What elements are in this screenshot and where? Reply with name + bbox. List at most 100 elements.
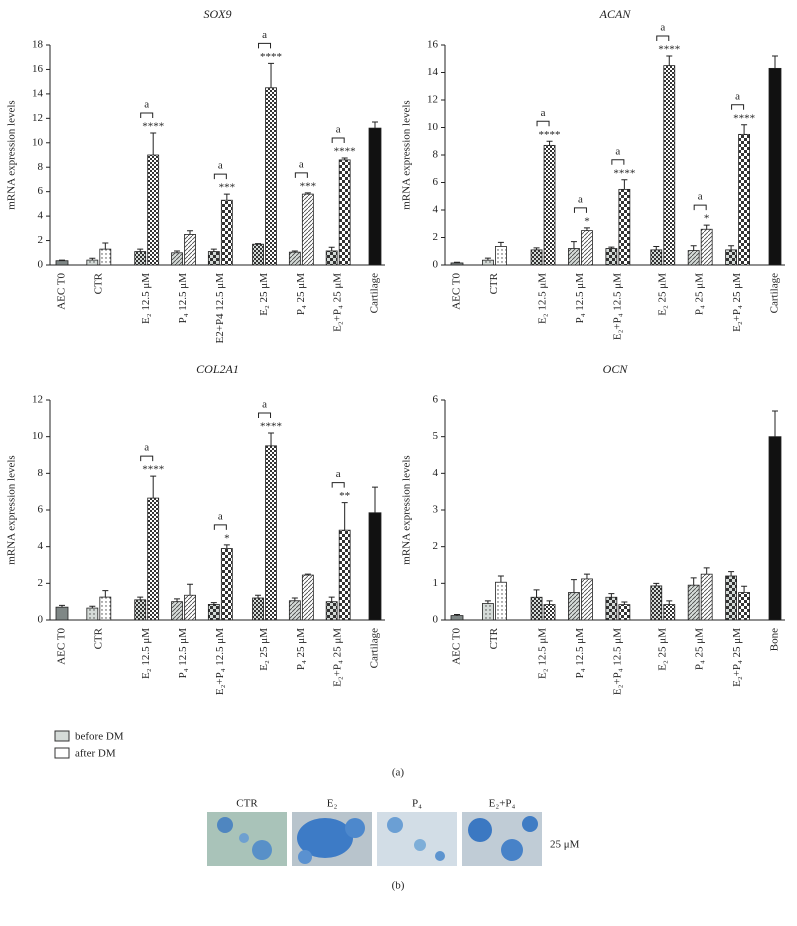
bar — [581, 578, 593, 621]
x-tick-label: E₂ 12.5 μM — [537, 273, 549, 324]
y-tick-label: 4 — [38, 210, 44, 222]
significance: **** — [260, 421, 282, 433]
error-bar — [608, 593, 615, 598]
bar — [147, 497, 160, 621]
x-tick-label: Cartilage — [769, 273, 781, 313]
bracket — [213, 524, 227, 530]
error-bar — [150, 132, 157, 155]
bracket — [536, 120, 550, 127]
bar — [134, 599, 147, 621]
y-tick-label: 14 — [427, 66, 439, 78]
error-bar — [703, 224, 710, 230]
error-bar — [268, 62, 275, 88]
x-tick-label: E₂ 25 μM — [258, 273, 270, 316]
bar — [99, 596, 112, 621]
x-tick-label: E₂+P₄ 25 μM — [332, 273, 344, 332]
error-bar — [728, 571, 735, 576]
bracket — [258, 42, 272, 49]
stain — [298, 850, 312, 864]
bar — [618, 604, 631, 621]
panel-label: (b) — [392, 880, 405, 892]
y-tick-label: 8 — [433, 149, 439, 161]
bar — [700, 228, 713, 266]
error-bar — [728, 245, 735, 250]
y-tick-label: 14 — [32, 87, 44, 99]
error-bar — [666, 600, 673, 605]
error-bar — [497, 241, 504, 247]
x-tick-label: E₂+P₄ 12.5 μM — [611, 628, 623, 695]
y-tick-label: 4 — [433, 204, 439, 216]
bar — [368, 127, 382, 266]
bar — [301, 193, 314, 266]
x-tick-label: E₂+P₄ 12.5 μM — [611, 273, 623, 340]
y-tick-label: 12 — [32, 112, 43, 124]
error-bar — [497, 575, 504, 583]
error-bar — [484, 257, 491, 261]
x-tick-label: P₄ 25 μM — [295, 628, 307, 670]
x-tick-label: E₂ 12.5 μM — [140, 628, 152, 679]
bracket-label: a — [262, 29, 267, 41]
bar — [605, 248, 618, 266]
bracket — [656, 35, 670, 41]
y-tick-label: 12 — [32, 394, 43, 406]
bar — [543, 604, 556, 621]
error-bar — [137, 596, 144, 600]
y-tick-label: 4 — [433, 467, 439, 479]
stain — [435, 851, 445, 861]
x-tick-label: E₂ 25 μM — [656, 628, 668, 671]
x-tick-label: CTR — [92, 627, 104, 649]
bracket-label: a — [336, 468, 341, 480]
bar — [618, 188, 631, 266]
error-bar — [210, 602, 217, 605]
bar — [207, 604, 220, 621]
bar — [252, 597, 264, 621]
bracket-label: a — [660, 22, 665, 34]
bar — [147, 154, 160, 266]
stain — [252, 840, 272, 860]
error-bar — [223, 544, 230, 549]
bar — [543, 144, 556, 266]
x-tick-label: E₂ 12.5 μM — [537, 628, 549, 679]
x-tick-label: CTR — [488, 627, 500, 649]
y-tick-label: 0 — [433, 259, 439, 271]
bar — [687, 584, 700, 621]
legend-swatch — [54, 730, 70, 742]
bar — [700, 573, 713, 621]
bracket-label: a — [735, 90, 740, 102]
error-bar — [174, 250, 181, 253]
y-tick-label: 10 — [32, 430, 44, 442]
significance: **** — [260, 51, 282, 63]
bar — [265, 445, 277, 621]
significance: *** — [300, 180, 317, 192]
error-bar — [666, 55, 673, 66]
bar — [687, 250, 700, 266]
bar — [288, 251, 301, 266]
y-tick-label: 12 — [427, 94, 438, 106]
legend-label: before DM — [75, 731, 124, 743]
error-bar — [772, 55, 778, 69]
error-bar — [59, 604, 65, 608]
y-tick-label: 2 — [38, 577, 44, 589]
error-bar — [533, 589, 540, 598]
x-tick-label: CTR — [488, 272, 500, 294]
y-tick-label: 0 — [433, 614, 439, 626]
bracket — [331, 482, 345, 488]
x-tick-label: AEC T0 — [451, 273, 463, 310]
bar — [252, 243, 264, 266]
significance: **** — [613, 167, 635, 179]
bar — [738, 592, 750, 621]
x-tick-label: E₂+P₄ 25 μM — [731, 628, 743, 687]
bar — [530, 596, 543, 621]
bar — [768, 67, 782, 266]
y-tick-label: 0 — [38, 614, 44, 626]
bracket-label: a — [698, 191, 703, 203]
y-tick-label: 6 — [433, 176, 439, 188]
error-bar — [102, 242, 109, 250]
significance: * — [584, 215, 590, 227]
y-tick-label: 10 — [427, 121, 439, 133]
error-bar — [89, 605, 96, 609]
stain — [501, 839, 523, 861]
y-tick-label: 1 — [433, 577, 439, 589]
error-bar — [341, 502, 348, 531]
